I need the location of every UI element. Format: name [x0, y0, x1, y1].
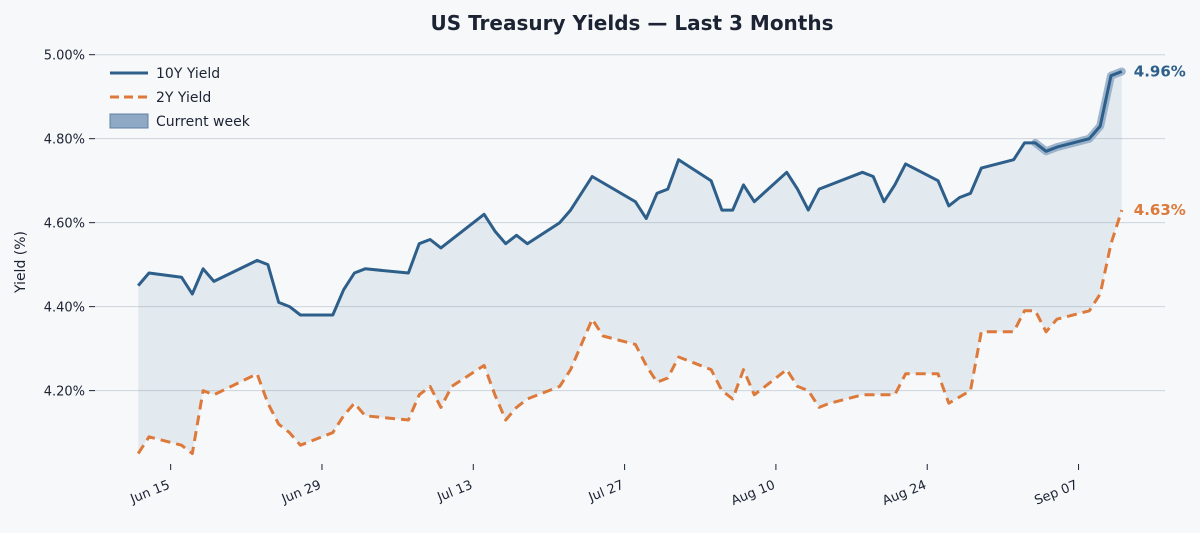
legend: 10Y Yield 2Y Yield Current week — [109, 66, 251, 130]
y-tick-label: 4.20% — [44, 385, 85, 400]
y-axis-ticks: 4.20% 4.40% 4.60% 4.80% 5.00% — [44, 49, 95, 400]
legend-swatch-current-week — [109, 113, 149, 129]
yield-spread-fill — [138, 71, 1122, 454]
end-label-2y: 4.63% — [1134, 201, 1186, 219]
legend-label-2y: 2Y Yield — [156, 90, 211, 106]
legend-label-current-week: Current week — [156, 114, 251, 130]
y-tick-label: 4.60% — [44, 217, 85, 232]
y-tick-label: 4.80% — [44, 133, 85, 148]
fill-between-area — [138, 71, 1122, 454]
y-axis-label: Yield (%) — [13, 231, 29, 294]
end-value-labels: 4.96% 4.63% — [1134, 62, 1186, 219]
legend-label-10y: 10Y Yield — [156, 66, 220, 82]
y-tick-label: 4.40% — [44, 301, 85, 316]
chart-title: US Treasury Yields — Last 3 Months — [430, 11, 833, 35]
end-label-10y: 4.96% — [1134, 62, 1186, 80]
series-lines — [136, 70, 1124, 456]
y-tick-label: 5.00% — [44, 49, 85, 64]
series-line-2y — [136, 209, 1124, 456]
series-line-10y — [137, 70, 1123, 317]
gridlines — [95, 54, 1165, 392]
